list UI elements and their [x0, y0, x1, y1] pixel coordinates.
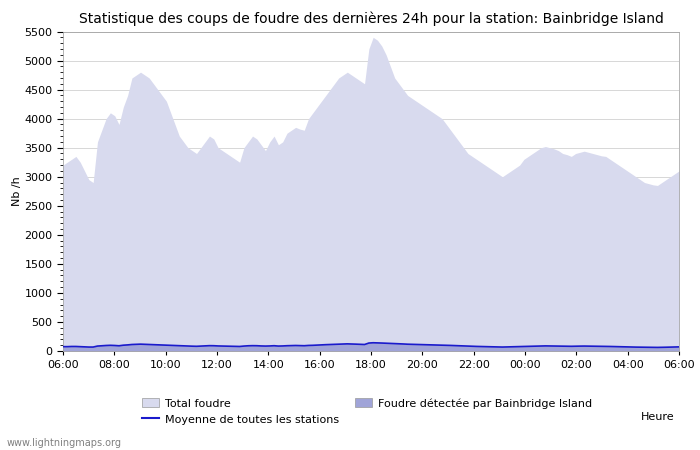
Text: Heure: Heure — [640, 412, 674, 422]
Legend: Total foudre, Moyenne de toutes les stations, Foudre détectée par Bainbridge Isl: Total foudre, Moyenne de toutes les stat… — [143, 398, 592, 425]
Text: www.lightningmaps.org: www.lightningmaps.org — [7, 438, 122, 448]
Y-axis label: Nb /h: Nb /h — [12, 176, 22, 206]
Title: Statistique des coups de foudre des dernières 24h pour la station: Bainbridge Is: Statistique des coups de foudre des dern… — [78, 12, 664, 26]
